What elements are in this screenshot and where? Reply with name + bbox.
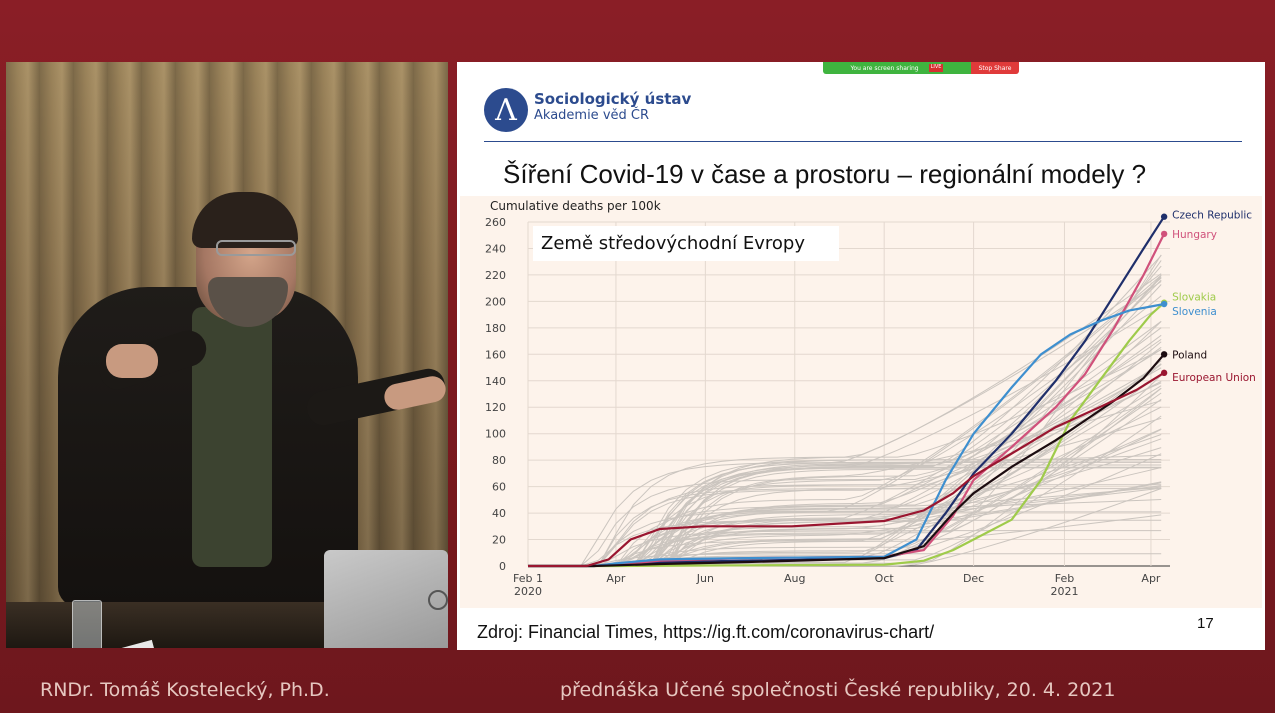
- x-tick-label: Aug: [784, 572, 805, 585]
- y-tick-label: 160: [485, 348, 506, 361]
- laptop-logo-icon: [428, 590, 448, 610]
- x-tick-sublabel: 2021: [1050, 585, 1078, 598]
- series-line: [528, 301, 1165, 568]
- country-background-line: [528, 417, 1162, 567]
- deaths-chart: Cumulative deaths per 100k 0 20 40 60 80 100 12…: [460, 196, 1262, 608]
- speaker-video: [6, 62, 448, 648]
- country-background-line: [528, 487, 1162, 567]
- series-label: Slovenia: [1172, 306, 1217, 318]
- presenter-name: RNDr. Tomáš Kostelecký, Ph.D.: [40, 679, 330, 701]
- series-line: [528, 233, 1166, 568]
- series-label: Czech Republic: [1172, 210, 1252, 222]
- series-endpoint: [1160, 230, 1168, 238]
- country-background-line: [528, 415, 1162, 567]
- slide-number: 17: [1197, 615, 1214, 632]
- y-tick-label: 200: [485, 295, 506, 308]
- x-tick-label: Apr: [1141, 572, 1161, 585]
- source-citation: Zdroj: Financial Times, https://ig.ft.co…: [477, 622, 935, 642]
- event-caption: přednáška Učené společnosti České republ…: [560, 679, 1116, 701]
- y-tick-label: 180: [485, 322, 506, 335]
- speaker-glasses: [216, 240, 296, 256]
- series-line: [528, 371, 1165, 568]
- institute-logo: Λ: [484, 88, 528, 132]
- chart-box-label: Země středovýchodní Evropy: [533, 226, 839, 261]
- y-tick-label: 40: [492, 507, 506, 520]
- x-tick-label: Jun: [696, 572, 714, 585]
- x-tick-label: Apr: [606, 572, 626, 585]
- institute-subtitle: Akademie věd ČR: [534, 108, 650, 123]
- speaker-left-hand: [106, 344, 158, 378]
- series-line: [528, 302, 1165, 568]
- series-line: [528, 353, 1165, 568]
- screen-share-bar: You are screen sharing LIVE Stop Share: [823, 62, 1019, 74]
- live-badge: LIVE: [928, 64, 944, 72]
- laptop: [324, 550, 448, 648]
- series-endpoint: [1160, 213, 1168, 220]
- country-background-line: [528, 260, 1162, 567]
- series-label: European Union: [1172, 372, 1256, 384]
- y-tick-label: 120: [485, 401, 506, 414]
- slide-title: Šíření Covid-19 v čase a prostoru – regi…: [503, 159, 1147, 189]
- series-label: Poland: [1172, 349, 1207, 361]
- series-label: Hungary: [1172, 229, 1217, 241]
- stop-share-button[interactable]: Stop Share: [971, 62, 1019, 74]
- country-background-line: [528, 338, 1162, 567]
- x-tick-label: Dec: [963, 572, 984, 585]
- institute-name: Sociologický ústav: [534, 90, 692, 108]
- y-tick-label: 240: [485, 242, 506, 255]
- y-tick-label: 220: [485, 269, 506, 282]
- series-endpoint: [1160, 369, 1168, 377]
- speaker-hair: [192, 192, 298, 248]
- x-tick-label: Oct: [875, 572, 895, 585]
- country-background-line: [528, 454, 1162, 567]
- y-tick-label: 60: [492, 481, 506, 494]
- presentation-slide: You are screen sharing LIVE Stop Share Λ…: [457, 62, 1265, 650]
- series-endpoint: [1160, 300, 1168, 308]
- share-status: You are screen sharing LIVE: [823, 62, 971, 74]
- x-tick-sublabel: 2020: [514, 585, 542, 598]
- y-tick-label: 80: [492, 454, 506, 467]
- y-tick-label: 100: [485, 428, 506, 441]
- y-tick-label: 0: [499, 560, 506, 573]
- y-tick-label: 260: [485, 216, 506, 229]
- chart-svg: Cumulative deaths per 100k 0 20 40 60 80 100 12…: [485, 199, 1256, 598]
- x-tick-label: Feb 1: [513, 572, 543, 585]
- share-status-text: You are screen sharing: [850, 64, 919, 72]
- country-background-line: [528, 277, 1162, 567]
- country-background-line: [528, 406, 1162, 567]
- series-label: Slovakia: [1172, 292, 1216, 304]
- water-glass: [72, 600, 102, 648]
- country-background-line: [528, 488, 1162, 567]
- series-endpoint: [1160, 351, 1168, 358]
- y-tick-label: 140: [485, 375, 506, 388]
- country-background-line: [528, 530, 1162, 567]
- y-axis-label: Cumulative deaths per 100k: [490, 199, 661, 213]
- country-background-line: [528, 553, 1162, 567]
- x-tick-label: Feb: [1055, 572, 1074, 585]
- y-tick-label: 20: [492, 534, 506, 547]
- header-divider: [484, 141, 1242, 142]
- country-background-line: [528, 486, 1162, 567]
- country-background-line: [528, 453, 1162, 567]
